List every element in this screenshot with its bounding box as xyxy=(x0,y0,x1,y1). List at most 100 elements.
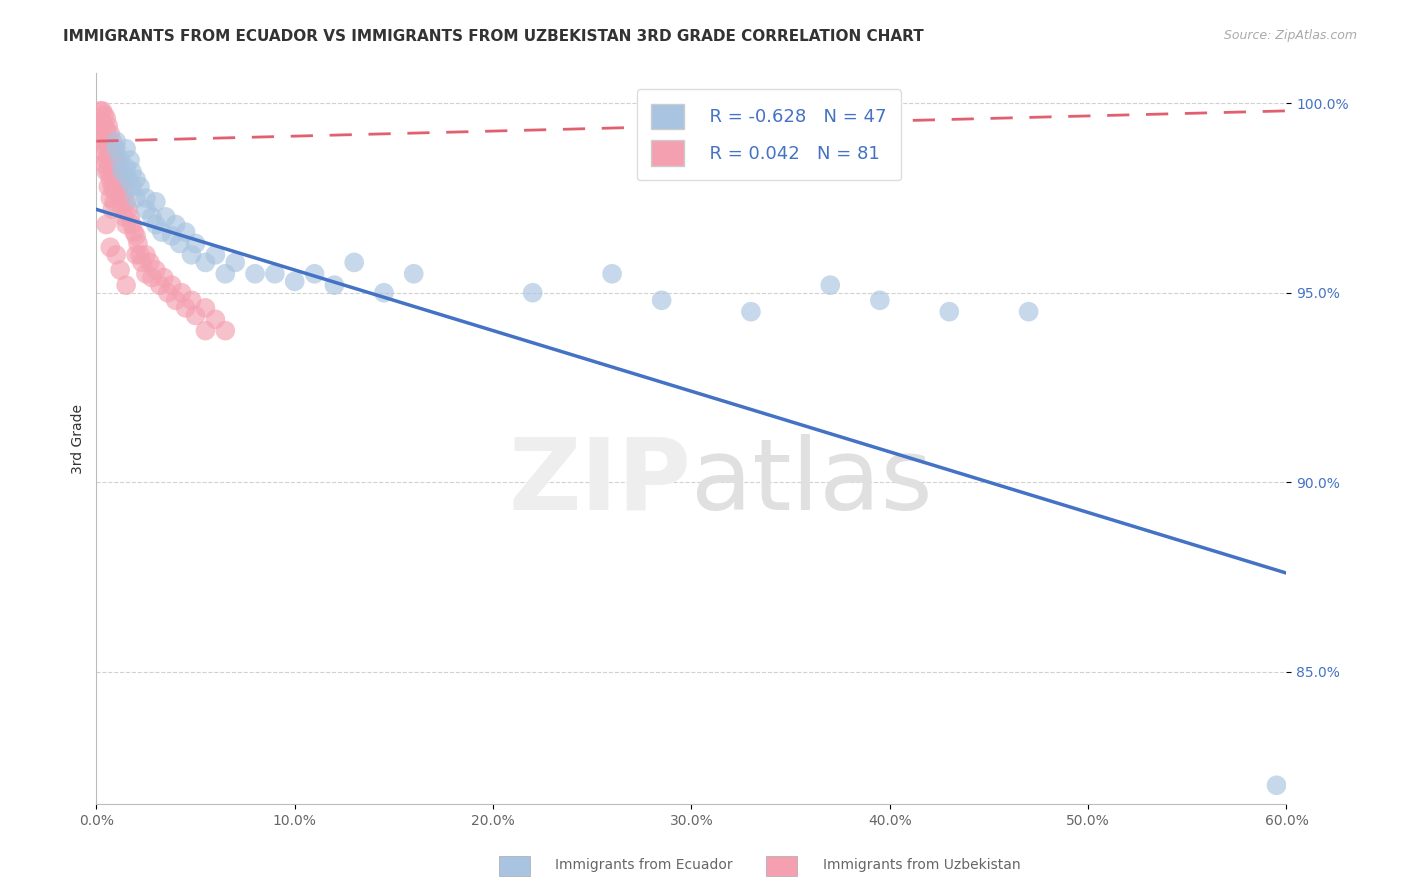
Point xyxy=(165,218,187,232)
Point xyxy=(111,179,134,194)
Point xyxy=(194,255,217,269)
Point xyxy=(121,179,143,194)
Point xyxy=(103,194,125,209)
Point xyxy=(96,218,118,232)
Y-axis label: 3rd Grade: 3rd Grade xyxy=(72,403,86,474)
Point xyxy=(194,301,217,315)
Point xyxy=(96,153,118,168)
Point xyxy=(150,225,173,239)
Point xyxy=(224,255,246,269)
Point xyxy=(129,179,152,194)
Point xyxy=(111,164,134,178)
Point xyxy=(149,278,172,293)
Point xyxy=(402,267,425,281)
Point xyxy=(139,255,162,269)
Point xyxy=(98,127,121,141)
Point xyxy=(145,194,167,209)
Point xyxy=(112,210,135,224)
Point xyxy=(214,267,236,281)
Point xyxy=(96,164,118,178)
Point xyxy=(184,236,207,251)
Point xyxy=(117,202,139,217)
Point xyxy=(97,149,120,163)
Point xyxy=(98,142,121,156)
Point xyxy=(820,278,842,293)
Point xyxy=(115,278,138,293)
Point xyxy=(145,263,167,277)
Point xyxy=(96,112,118,126)
Point xyxy=(194,324,217,338)
Point xyxy=(160,278,183,293)
Point xyxy=(121,218,143,232)
Point xyxy=(125,172,148,186)
Point xyxy=(105,248,128,262)
Point xyxy=(323,278,346,293)
Point xyxy=(600,267,623,281)
Point xyxy=(117,172,139,186)
Point xyxy=(243,267,266,281)
Point xyxy=(108,153,131,168)
Point xyxy=(522,285,544,300)
Text: Source: ZipAtlas.com: Source: ZipAtlas.com xyxy=(1223,29,1357,43)
Point xyxy=(120,210,142,224)
Point xyxy=(174,301,197,315)
Point xyxy=(105,149,128,163)
Point xyxy=(160,228,183,243)
Point xyxy=(1018,304,1040,318)
Point xyxy=(263,267,285,281)
Point xyxy=(115,161,138,175)
Point xyxy=(169,236,191,251)
Point xyxy=(145,218,167,232)
Point xyxy=(105,134,128,148)
Point xyxy=(184,309,207,323)
Point xyxy=(129,248,152,262)
Point xyxy=(98,172,121,186)
Point xyxy=(93,157,115,171)
Point xyxy=(101,179,124,194)
Point xyxy=(165,293,187,308)
Point xyxy=(97,134,120,148)
Point xyxy=(204,312,226,326)
Point xyxy=(91,115,114,129)
Point xyxy=(93,134,115,148)
Point xyxy=(98,157,121,171)
Point xyxy=(115,218,138,232)
Text: Immigrants from Uzbekistan: Immigrants from Uzbekistan xyxy=(823,858,1021,872)
Point xyxy=(101,202,124,217)
Text: atlas: atlas xyxy=(692,434,934,531)
Point xyxy=(869,293,891,308)
Point xyxy=(111,202,134,217)
Point xyxy=(135,267,157,281)
Point xyxy=(108,172,131,186)
Point xyxy=(89,119,111,133)
Point xyxy=(101,149,124,163)
Point xyxy=(121,164,143,178)
Point xyxy=(103,157,125,171)
Point xyxy=(91,127,114,141)
Point xyxy=(97,179,120,194)
Text: ZIP: ZIP xyxy=(509,434,692,531)
Point xyxy=(125,228,148,243)
Point xyxy=(91,103,114,118)
Point xyxy=(122,225,145,239)
Point xyxy=(112,187,135,202)
Point xyxy=(180,293,202,308)
Point xyxy=(127,236,149,251)
Point xyxy=(96,123,118,137)
Legend:   R = -0.628   N = 47,   R = 0.042   N = 81: R = -0.628 N = 47, R = 0.042 N = 81 xyxy=(637,89,901,180)
Point xyxy=(98,240,121,254)
Point xyxy=(105,164,128,178)
Point xyxy=(96,142,118,156)
Text: IMMIGRANTS FROM ECUADOR VS IMMIGRANTS FROM UZBEKISTAN 3RD GRADE CORRELATION CHAR: IMMIGRANTS FROM ECUADOR VS IMMIGRANTS FR… xyxy=(63,29,924,45)
Point xyxy=(108,191,131,205)
Point xyxy=(98,191,121,205)
Point xyxy=(101,164,124,178)
Point xyxy=(155,210,177,224)
Point xyxy=(141,210,163,224)
Point xyxy=(93,145,115,160)
Point xyxy=(135,202,157,217)
Point xyxy=(97,164,120,178)
Point xyxy=(135,248,157,262)
Point xyxy=(125,191,148,205)
Point xyxy=(938,304,960,318)
